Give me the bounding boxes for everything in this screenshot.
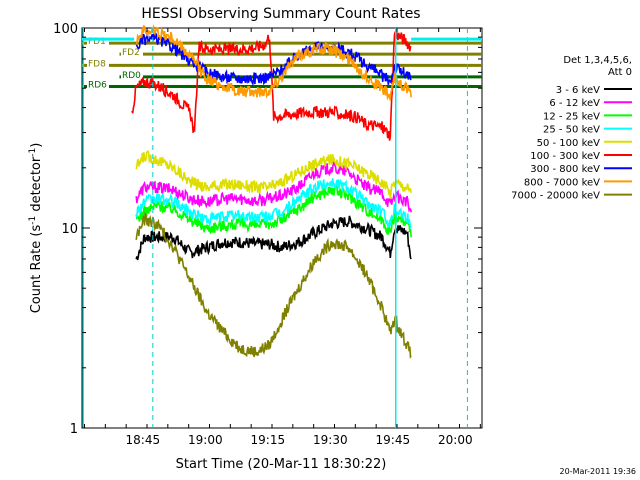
x-tick-label: 19:15 — [251, 433, 286, 447]
legend-items: 3 - 6 keV 6 - 12 keV 12 - 25 keV 25 - 50 ke… — [511, 85, 632, 202]
chart-title: HESSI Observing Summary Count Rates — [141, 6, 420, 22]
legend-item-label: 300 - 800 keV — [530, 164, 600, 175]
legend: Det 1,3,4,5,6, Att 0 3 - 6 keV 6 - 12 keV… — [511, 55, 632, 202]
x-axis: 18:45 19:00 19:15 19:30 19:45 20:00 — [84, 28, 481, 447]
series-line-0 — [135, 215, 412, 261]
footer-timestamp: 20-Mar-2011 19:36 — [560, 467, 637, 476]
series-line-6 — [135, 30, 412, 87]
x-tick-label: 19:00 — [188, 433, 223, 447]
flag-label-bg — [121, 68, 143, 79]
legend-item-label: 3 - 6 keV — [556, 85, 600, 96]
plot-area: FD1 FD2 FD8 RD0 RD6 — [81, 23, 483, 429]
y-tick-label: 1 — [70, 422, 78, 437]
y-axis-label-exp-1: -1 — [28, 216, 38, 225]
flag-label-bg — [87, 78, 109, 89]
legend-item-label: 6 - 12 keV — [549, 98, 600, 109]
legend-item-label: 800 - 7000 keV — [524, 177, 600, 188]
y-tick-label: 100 — [53, 22, 78, 37]
y-axis: 1 10 100 — [53, 22, 482, 437]
y-axis-label-part-1: Count Rate (s — [29, 225, 44, 314]
series-line-8 — [135, 212, 412, 360]
legend-item-label: 100 - 300 keV — [530, 151, 600, 162]
flag-label-bg — [121, 46, 143, 57]
legend-item-label: 25 - 50 keV — [543, 125, 600, 136]
legend-item-label: 7000 - 20000 keV — [511, 191, 600, 202]
flag-label-bg — [87, 57, 109, 68]
series-line-1 — [135, 160, 412, 213]
flag-label-rd0: RD0 — [122, 71, 141, 81]
y-axis-label-part-3: ) — [29, 143, 44, 148]
legend-header-line-1: Det 1,3,4,5,6, — [563, 55, 632, 66]
x-tick-label: 18:45 — [126, 433, 161, 447]
series-line-4 — [135, 149, 412, 199]
series-line-2 — [135, 183, 412, 238]
series-line-3 — [135, 178, 412, 229]
series-line-5 — [131, 30, 412, 141]
y-tick-label: 10 — [61, 222, 78, 237]
x-axis-label: Start Time (20-Mar-11 18:30:22) — [176, 457, 387, 472]
y-axis-label-part-2: detector — [29, 156, 44, 216]
legend-header-line-2: Att 0 — [608, 67, 632, 78]
y-axis-label-exp-2: -1 — [28, 148, 38, 157]
plot-frame — [81, 27, 483, 429]
legend-item-label: 12 - 25 keV — [543, 111, 600, 122]
flag-label-fd2: FD2 — [122, 48, 140, 58]
series-line-7 — [135, 23, 412, 101]
cyan-markers-layer — [82, 28, 482, 428]
x-tick-label: 20:00 — [438, 433, 473, 447]
series-layer — [131, 23, 412, 360]
legend-item-label: 50 - 100 keV — [537, 138, 601, 149]
flag-label-fd8: FD8 — [88, 59, 106, 69]
flag-label-rd6: RD6 — [88, 80, 107, 90]
flag-label-fd1: FD1 — [88, 37, 106, 47]
x-tick-label: 19:45 — [376, 433, 411, 447]
x-tick-label: 19:30 — [313, 433, 348, 447]
y-axis-label: Count Rate (s-1 detector-1) — [28, 143, 44, 314]
